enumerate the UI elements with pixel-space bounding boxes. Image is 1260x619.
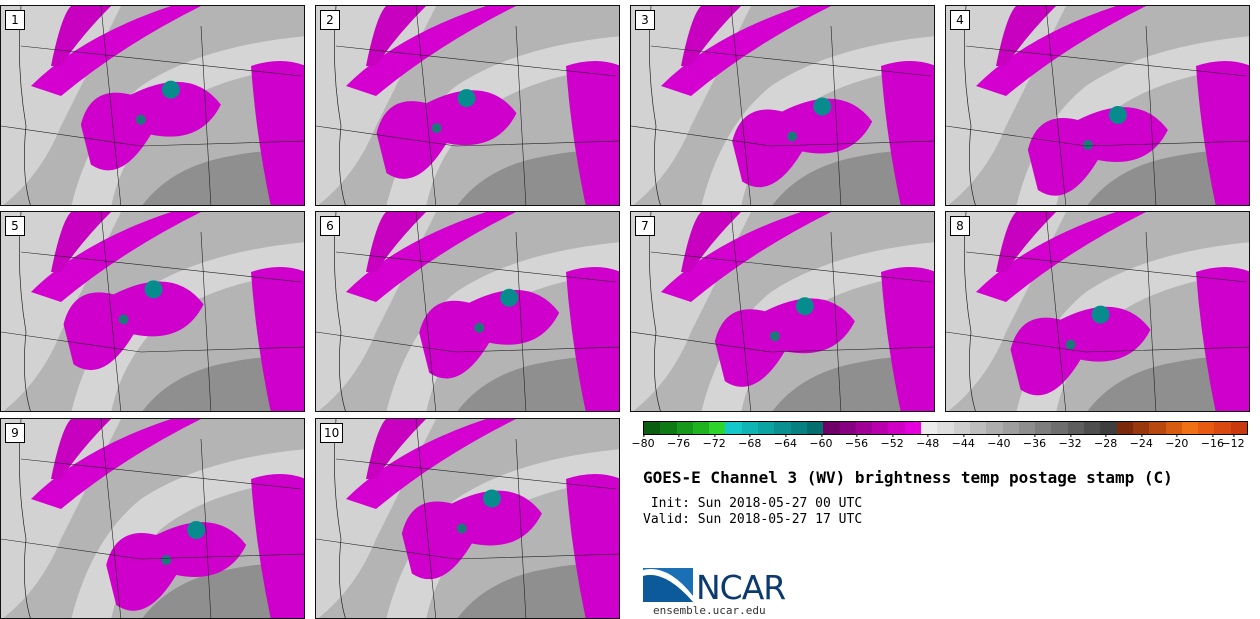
colorbar-segment [758, 422, 775, 434]
plot-title: GOES-E Channel 3 (WV) brightness temp po… [643, 468, 1173, 487]
colorbar-segment [692, 422, 710, 434]
panel-number-label: 4 [950, 10, 970, 30]
ncar-logo-icon [643, 568, 693, 602]
colorbar-segment [741, 422, 759, 434]
panel-number-label: 8 [950, 216, 970, 236]
colorbar [643, 421, 1248, 435]
colorbar-segment [1018, 422, 1036, 434]
colorbar-tick-label: −12 [1221, 434, 1245, 450]
colorbar-segment [1116, 422, 1133, 434]
colorbar-segment [1035, 422, 1052, 434]
colorbar-segment [1100, 422, 1117, 434]
colorbar-segment [1181, 422, 1199, 434]
valid-time: Valid: Sun 2018-05-27 17 UTC [643, 512, 863, 527]
stamp-panel: 6 [315, 211, 620, 412]
colorbar-segment [855, 422, 873, 434]
colorbar-ticks: −80 −76 −72 −68 −64 −60 −56 −52 −48 −44 −40 −36 −32−… [631, 434, 1248, 457]
colorbar-segment [709, 422, 726, 434]
colorbar-segment [937, 422, 954, 434]
colorbar-segment [1084, 422, 1101, 434]
colorbar-tick-label: −56 [844, 434, 869, 450]
colorbar-segment [1132, 422, 1150, 434]
colorbar-tick-label: −44 [951, 434, 975, 450]
colorbar-segment [1067, 422, 1085, 434]
stamp-panel: 7 [630, 211, 935, 412]
colorbar-segment [1002, 422, 1019, 434]
colorbar-tick-label: −68 [738, 434, 762, 450]
colorbar-segment [790, 422, 807, 434]
panel-number-label: 9 [5, 423, 25, 443]
stamp-panel: 1 [0, 5, 305, 206]
colorbar-tick-label: −36 [1022, 434, 1047, 450]
colorbar-segment [1230, 422, 1247, 434]
panel-number-label: 2 [320, 10, 340, 30]
panel-number-label: 6 [320, 216, 340, 236]
colorbar-tick-label: −28 [1094, 434, 1118, 450]
colorbar-segment [921, 422, 938, 434]
colorbar-segment [806, 422, 824, 434]
colorbar-tick-label: −76 [666, 434, 691, 450]
colorbar-tick-label: −24 [1129, 434, 1153, 450]
colorbar-segment [823, 422, 840, 434]
panel-number-label: 5 [5, 216, 25, 236]
colorbar-tick-label: −20 [1165, 434, 1189, 450]
colorbar-tick-label: −72 [702, 434, 726, 450]
ncar-logo-text: NCAR [696, 568, 786, 607]
colorbar-segment [839, 422, 856, 434]
init-time: Init: Sun 2018-05-27 00 UTC [643, 496, 863, 511]
colorbar-segment [774, 422, 791, 434]
panel-number-label: 10 [320, 423, 344, 443]
colorbar-tick-label: −32 [1058, 434, 1082, 450]
colorbar-segment [953, 422, 970, 434]
colorbar-segment [1051, 422, 1068, 434]
panel-number-label: 7 [635, 216, 655, 236]
stamp-panel: 3 [630, 5, 935, 206]
colorbar-segment [660, 422, 677, 434]
colorbar-segment [644, 422, 661, 434]
stamp-panel: 4 [945, 5, 1250, 206]
stamp-panel: 9 [0, 418, 305, 619]
logo-url: ensemble.ucar.edu [653, 604, 766, 617]
stamp-panel: 8 [945, 211, 1250, 412]
colorbar-tick-label: −80 [631, 434, 655, 450]
colorbar-tick-label: −60 [809, 434, 833, 450]
panel-number-label: 3 [635, 10, 655, 30]
colorbar-segment [725, 422, 742, 434]
stamp-panel: 5 [0, 211, 305, 412]
colorbar-segment [1214, 422, 1231, 434]
colorbar-tick-label: −64 [773, 434, 797, 450]
colorbar-segment [904, 422, 922, 434]
colorbar-tick-label: −16 [1200, 434, 1225, 450]
colorbar-segment [1165, 422, 1182, 434]
colorbar-segment [872, 422, 889, 434]
stamp-panel: 2 [315, 5, 620, 206]
colorbar-segment [676, 422, 693, 434]
colorbar-tick-label: −48 [916, 434, 940, 450]
colorbar-segment [969, 422, 987, 434]
colorbar-segment [986, 422, 1003, 434]
colorbar-tick-label: −40 [987, 434, 1011, 450]
colorbar-segment [888, 422, 905, 434]
stamp-panel: 10 [315, 418, 620, 619]
panel-number-label: 1 [5, 10, 25, 30]
colorbar-segment [1198, 422, 1215, 434]
colorbar-tick-label: −52 [880, 434, 904, 450]
colorbar-segment [1149, 422, 1166, 434]
